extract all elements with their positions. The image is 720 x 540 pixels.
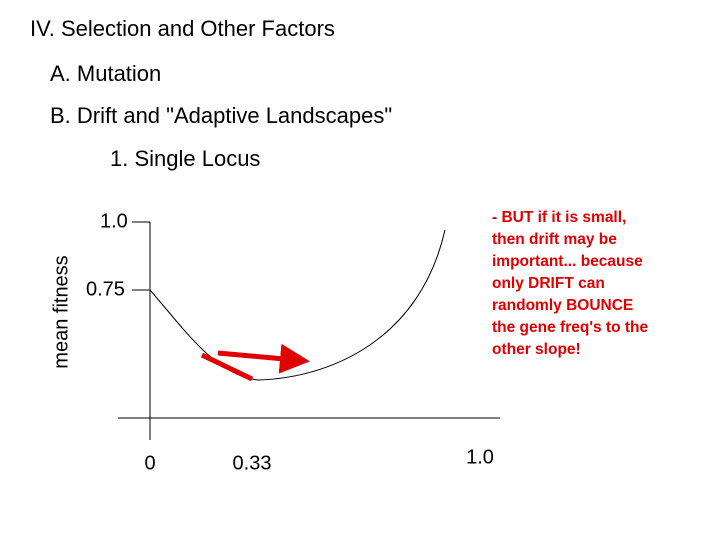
x-label: 0.33 bbox=[233, 452, 272, 474]
annotation-line: randomly BOUNCE bbox=[492, 297, 633, 314]
x-label: 1.0 bbox=[466, 446, 494, 468]
item: B. Drift and "Adaptive Landscapes" bbox=[50, 103, 392, 128]
y-axis-title: mean fitness bbox=[50, 255, 72, 368]
y-label: 1.0 bbox=[100, 210, 128, 232]
item: A. Mutation bbox=[50, 61, 161, 86]
annotation-line: the gene freq's to the bbox=[492, 319, 648, 336]
title: IV. Selection and Other Factors bbox=[30, 16, 335, 41]
annotation-line: only DRIFT can bbox=[492, 275, 605, 292]
sub-item: 1. Single Locus bbox=[110, 146, 260, 171]
fitness-curve bbox=[149, 229, 446, 381]
annotation-line: - BUT if it is small, bbox=[492, 209, 626, 226]
red-arrow bbox=[217, 343, 310, 374]
annotation-line: then drift may be bbox=[492, 231, 617, 248]
annotation-line: important... because bbox=[492, 253, 643, 270]
x-label: 0 bbox=[144, 452, 155, 474]
red-segment bbox=[200, 352, 254, 382]
annotation: - BUT if it is small, then drift may be im… bbox=[492, 209, 648, 358]
annotation-line: other slope! bbox=[492, 341, 581, 358]
y-label: 0.75 bbox=[86, 278, 125, 300]
